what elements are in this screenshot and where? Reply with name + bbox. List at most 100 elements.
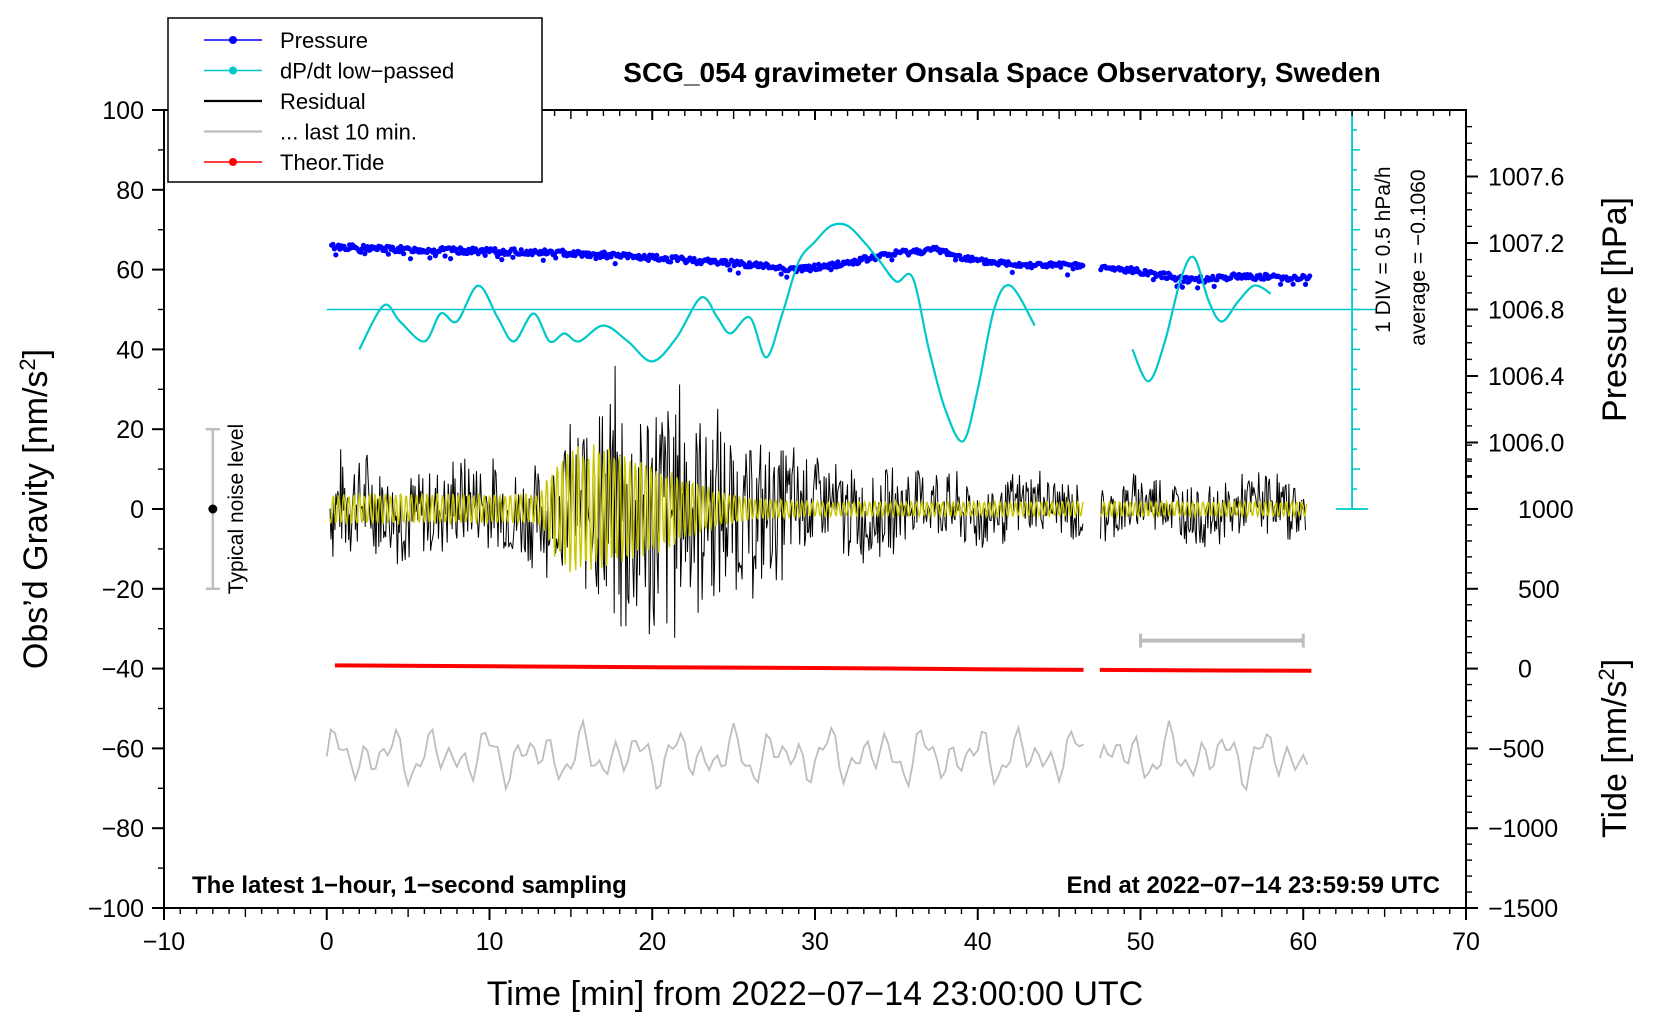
legend-marker <box>229 66 237 75</box>
pressure-point <box>1302 281 1309 287</box>
y-tick-label: −80 <box>102 815 144 843</box>
pressure-point <box>811 262 818 268</box>
legend-label: Residual <box>280 89 366 114</box>
pressure-point <box>401 251 407 257</box>
legend-label: Pressure <box>280 28 368 53</box>
pressure-point <box>1307 273 1313 279</box>
plot-frame <box>163 109 1467 909</box>
legend-item: Residual <box>204 89 366 114</box>
y-tick-label: 0 <box>130 496 144 524</box>
tide-tick-label: −1500 <box>1488 895 1558 923</box>
pressure-point <box>553 255 559 261</box>
legend-item: Pressure <box>204 28 368 53</box>
last-10-min-line <box>325 718 1309 792</box>
tide-tick-label: −1000 <box>1488 815 1558 843</box>
pressure-point <box>407 256 414 262</box>
pressure-point <box>602 251 609 257</box>
tide-axis-title-close: ] <box>1596 659 1634 668</box>
pressure-point <box>360 242 367 248</box>
y-tick-label: 60 <box>116 257 144 285</box>
pressure-axis-title: Pressure [hPa] <box>1596 197 1634 422</box>
pressure-tick-label: 1006.4 <box>1488 363 1565 391</box>
x-tick-label: −10 <box>143 928 185 956</box>
x-tick-label: 50 <box>1127 928 1155 956</box>
y-axis-title-close: ] <box>17 349 55 358</box>
y-axis-title-main: Obs’d Gravity [nm/s <box>17 371 55 670</box>
pressure-point <box>456 250 462 256</box>
pressure-point <box>539 251 545 257</box>
pressure-tick-label: 1006.8 <box>1488 297 1564 325</box>
pressure-point <box>1278 281 1284 287</box>
pressure-point <box>510 254 516 260</box>
pressure-point <box>1065 272 1071 278</box>
pressure-point <box>668 259 674 265</box>
legend-label: Theor.Tide <box>280 150 384 175</box>
pressure-point <box>1009 269 1015 275</box>
y-tick-label: 80 <box>116 177 144 205</box>
y-tick-label: −60 <box>102 735 144 763</box>
x-tick-label: 30 <box>801 928 829 956</box>
pressure-point <box>540 257 546 263</box>
pressure-point <box>427 255 433 261</box>
x-tick-label: 0 <box>320 928 334 956</box>
pressure-point <box>726 261 732 267</box>
pressure-point <box>952 257 959 263</box>
annotation-left: The latest 1−hour, 1−second sampling <box>192 872 627 899</box>
pressure-point <box>1211 283 1217 289</box>
y-axis-title-sup: 2 <box>15 358 40 370</box>
pressure-point <box>1181 278 1187 285</box>
chart-title: SCG_054 gravimeter Onsala Space Observat… <box>623 57 1380 88</box>
theoretical-tide-line <box>334 663 1084 672</box>
pressure-point <box>1184 274 1190 280</box>
pressure-point <box>385 251 391 257</box>
pressure-point <box>492 246 498 252</box>
y-tick-label: −40 <box>102 656 144 684</box>
legend-label: dP/dt low−passed <box>280 59 454 84</box>
legend-item: Theor.Tide <box>204 150 384 175</box>
pressure-point <box>778 271 784 277</box>
dpdt-line <box>358 222 1036 443</box>
tide-tick-label: −500 <box>1488 735 1544 763</box>
pressure-point <box>542 247 548 253</box>
pressure-point <box>612 261 618 267</box>
pressure-point <box>1159 275 1165 281</box>
legend-item: ... last 10 min. <box>204 120 417 145</box>
x-tick-label: 10 <box>476 928 504 956</box>
x-axis-title: Time [min] from 2022−07−14 23:00:00 UTC <box>487 975 1143 1013</box>
dpdt-div-label: 1 DIV = 0.5 hPa/h <box>1372 166 1395 332</box>
pressure-point <box>482 252 488 258</box>
legend-item: dP/dt low−passed <box>204 59 454 84</box>
x-tick-label: 20 <box>638 928 666 956</box>
pressure-point <box>330 241 336 247</box>
noise-label: Typical noise level <box>225 424 248 594</box>
y-tick-label: 100 <box>102 97 144 125</box>
annotation-right: End at 2022−07−14 23:59:59 UTC <box>1066 872 1440 899</box>
pressure-point <box>727 267 733 273</box>
pressure-point <box>1179 284 1185 290</box>
tide-tick-label: 0 <box>1518 656 1532 684</box>
tide-axis-title-main: Tide [nm/s <box>1596 681 1634 838</box>
pressure-point <box>1161 270 1167 276</box>
x-tick-label: 70 <box>1452 928 1480 956</box>
pressure-point <box>723 258 729 264</box>
pressure-point <box>1261 276 1267 282</box>
tide-tick-label: 1000 <box>1518 496 1574 524</box>
pressure-point <box>448 256 454 262</box>
residual-line <box>329 365 1306 638</box>
theoretical-tide-line <box>1099 667 1312 673</box>
pressure-point <box>1080 263 1086 269</box>
pressure-point <box>333 252 339 258</box>
noise-bar-center <box>208 504 218 514</box>
pressure-point <box>1195 285 1201 291</box>
pressure-point <box>784 274 790 280</box>
legend-marker <box>229 36 237 44</box>
pressure-point <box>593 255 599 262</box>
x-tick-label: 40 <box>964 928 992 956</box>
pressure-point <box>499 257 505 263</box>
pressure-series <box>329 241 1313 291</box>
pressure-point <box>734 258 740 264</box>
pressure-point <box>889 257 895 263</box>
dpdt-line-after-gap <box>1131 255 1272 383</box>
y-tick-label: −100 <box>88 895 144 923</box>
